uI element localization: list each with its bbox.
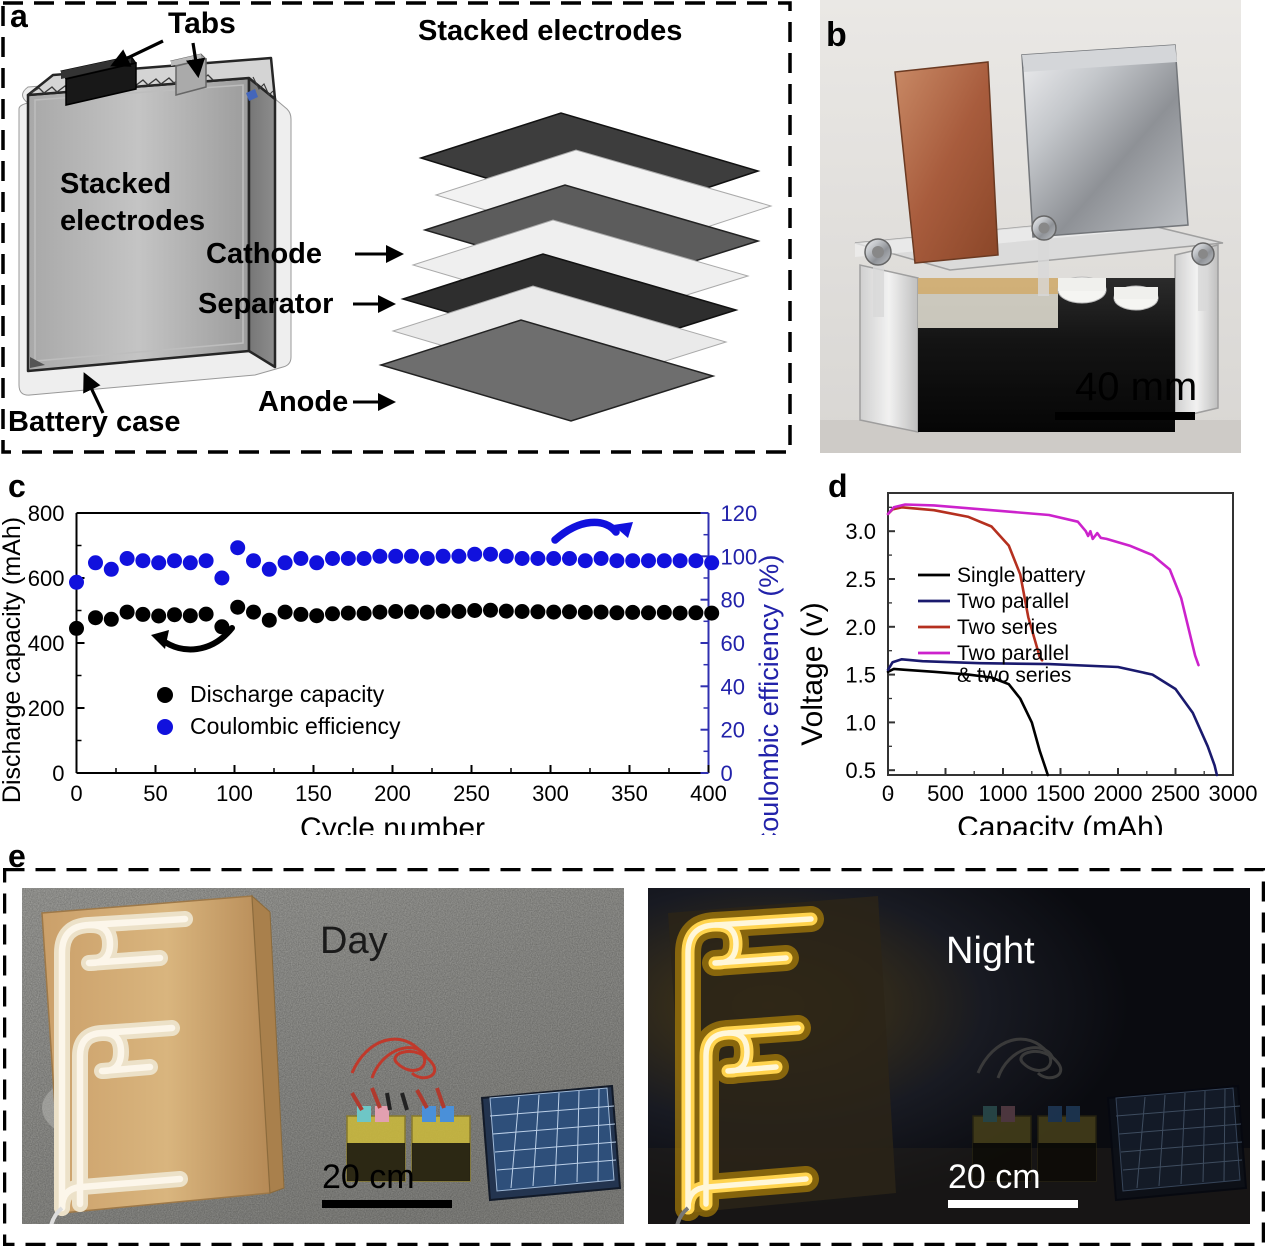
svg-text:2.0: 2.0 — [845, 615, 876, 640]
svg-text:Battery case: Battery case — [8, 406, 181, 438]
svg-text:& two series: & two series — [957, 664, 1071, 687]
svg-text:1.5: 1.5 — [845, 663, 876, 688]
svg-text:1.0: 1.0 — [845, 710, 876, 735]
svg-text:Cycle number: Cycle number — [300, 812, 485, 835]
svg-text:b: b — [826, 16, 847, 54]
svg-text:300: 300 — [532, 781, 569, 806]
svg-text:0: 0 — [721, 761, 733, 786]
svg-text:0: 0 — [70, 781, 82, 806]
svg-text:Two series: Two series — [957, 616, 1057, 639]
svg-text:2000: 2000 — [1094, 781, 1143, 806]
svg-text:400: 400 — [28, 631, 65, 656]
svg-text:100: 100 — [721, 544, 758, 569]
svg-text:Coulombic efficiency: Coulombic efficiency — [190, 713, 401, 739]
svg-text:2500: 2500 — [1151, 781, 1200, 806]
svg-text:2.5: 2.5 — [845, 567, 876, 592]
svg-text:Day: Day — [320, 920, 388, 962]
svg-text:Capacity (mAh): Capacity (mAh) — [957, 811, 1164, 835]
svg-text:Discharge capacity (mAh): Discharge capacity (mAh) — [0, 517, 26, 803]
svg-text:20 cm: 20 cm — [948, 1158, 1041, 1196]
svg-text:3.0: 3.0 — [845, 519, 876, 544]
svg-text:Discharge capacity: Discharge capacity — [190, 681, 385, 707]
svg-text:100: 100 — [216, 781, 253, 806]
svg-text:120: 120 — [721, 501, 758, 526]
svg-text:Cathode: Cathode — [206, 238, 322, 270]
svg-text:250: 250 — [453, 781, 490, 806]
svg-text:Anode: Anode — [258, 386, 348, 418]
svg-text:350: 350 — [611, 781, 648, 806]
svg-text:Night: Night — [946, 930, 1035, 972]
svg-text:500: 500 — [927, 781, 964, 806]
svg-text:Two parallel: Two parallel — [957, 642, 1069, 665]
svg-text:600: 600 — [28, 566, 65, 591]
svg-text:50: 50 — [143, 781, 167, 806]
svg-text:20: 20 — [721, 718, 745, 743]
svg-text:60: 60 — [721, 631, 745, 656]
svg-text:40: 40 — [721, 674, 745, 699]
svg-text:3000: 3000 — [1209, 781, 1258, 806]
svg-text:electrodes: electrodes — [60, 205, 205, 237]
svg-text:Single battery: Single battery — [957, 564, 1086, 587]
svg-text:200: 200 — [28, 696, 65, 721]
svg-text:Stacked electrodes: Stacked electrodes — [418, 15, 682, 47]
svg-text:0: 0 — [52, 761, 64, 786]
svg-text:800: 800 — [28, 501, 65, 526]
svg-text:1000: 1000 — [979, 781, 1028, 806]
svg-text:Separator: Separator — [198, 288, 333, 320]
svg-text:40 mm: 40 mm — [1075, 365, 1197, 409]
svg-text:Voltage (v): Voltage (v) — [800, 602, 829, 745]
svg-text:Tabs: Tabs — [168, 7, 236, 40]
svg-text:Two parallel: Two parallel — [957, 590, 1069, 613]
svg-text:Stacked: Stacked — [60, 168, 171, 200]
svg-text:80: 80 — [721, 588, 745, 613]
svg-text:1500: 1500 — [1036, 781, 1085, 806]
svg-text:0.5: 0.5 — [845, 758, 876, 783]
svg-text:20 cm: 20 cm — [322, 1158, 415, 1196]
svg-text:200: 200 — [374, 781, 411, 806]
svg-text:Coulombic efficiency (%): Coulombic efficiency (%) — [754, 555, 784, 835]
svg-text:150: 150 — [295, 781, 332, 806]
